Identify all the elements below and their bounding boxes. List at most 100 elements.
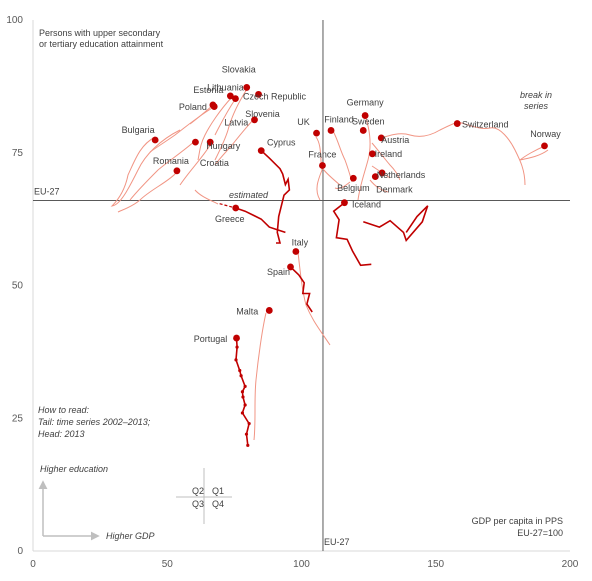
eu27-vertical-label: EU-27 <box>324 537 350 547</box>
higher-education-label: Higher education <box>40 464 108 474</box>
bold-trails <box>219 150 429 447</box>
label-france: France <box>308 149 336 159</box>
trail-point <box>239 374 243 378</box>
trail-point <box>240 411 245 415</box>
trail-point <box>234 358 238 362</box>
point-belgium <box>349 174 357 182</box>
point-germany <box>361 112 369 119</box>
label-portugal: Portugal <box>194 334 228 344</box>
label-estonia: Estonia <box>193 85 223 95</box>
how-to-read-line-3: Head: 2013 <box>38 429 85 439</box>
x-tick-label: 50 <box>162 559 174 570</box>
trail-point <box>243 384 247 388</box>
quadrant-q2: Q2 <box>192 486 204 496</box>
label-slovakia: Slovakia <box>222 64 256 74</box>
quadrant-q4: Q4 <box>212 499 224 509</box>
point-estonia <box>226 92 234 100</box>
point-slovenia <box>251 116 258 124</box>
label-iceland: Iceland <box>352 200 381 210</box>
point-italy <box>292 248 300 255</box>
label-hungary: Hungary <box>206 141 241 151</box>
x-axis-title-line-1: GDP per capita in PPS <box>472 516 563 526</box>
trail-point <box>235 345 239 349</box>
eu27-horizontal-label: EU-27 <box>34 187 60 197</box>
country-points <box>151 84 548 342</box>
label-malta: Malta <box>236 306 258 316</box>
label-netherlands: Netherlands <box>377 170 426 180</box>
quadrant-q1: Q1 <box>212 486 224 496</box>
label-bulgaria: Bulgaria <box>122 125 155 135</box>
point-norway <box>541 142 548 150</box>
point-switzerland <box>453 120 461 127</box>
label-switzerland: Switzerland <box>462 120 509 130</box>
x-tick-label: 150 <box>427 559 444 570</box>
y-tick-label: 50 <box>12 281 24 292</box>
trail-point <box>243 403 247 407</box>
label-sweden: Sweden <box>352 116 385 126</box>
label-uk: UK <box>297 117 310 127</box>
label-finland: Finland <box>324 114 354 124</box>
trail-point <box>241 395 245 399</box>
point-iceland <box>341 199 348 207</box>
how-to-read-line-2: Tail: time series 2002–2013; <box>38 417 151 427</box>
point-greece <box>232 204 240 212</box>
trail-spain <box>289 266 313 313</box>
point-netherlands <box>378 169 386 177</box>
point-slovakia <box>243 84 251 91</box>
label-spain: Spain <box>267 267 290 277</box>
trail-greece-estimated <box>219 203 236 209</box>
x-tick-label: 100 <box>293 559 310 570</box>
quadrant-q3: Q3 <box>192 499 204 509</box>
x-axis-title-line-2: EU-27=100 <box>517 528 563 538</box>
y-tick-label: 25 <box>12 413 24 424</box>
label-slovenia: Slovenia <box>245 109 280 119</box>
trail-iceland <box>332 202 372 267</box>
break-in-series-line-1: break in <box>520 90 552 100</box>
label-denmark: Denmark <box>376 185 413 195</box>
trail-ireland <box>363 205 429 242</box>
estimated-annotation: estimated <box>229 190 269 200</box>
x-tick-label: 0 <box>30 559 36 570</box>
point-uk <box>313 129 320 137</box>
point-cyprus <box>257 147 265 155</box>
y-tick-label: 75 <box>12 148 24 159</box>
trail-point <box>240 390 245 394</box>
point-bulgaria <box>151 136 159 144</box>
point-hungary <box>206 138 214 146</box>
trail-point <box>238 368 242 373</box>
y-tick-label: 0 <box>17 546 23 557</box>
trail-greece <box>235 207 286 234</box>
label-cyprus: Cyprus <box>267 138 296 148</box>
point-latvia <box>210 103 218 110</box>
thin-trails <box>110 88 549 441</box>
point-portugal <box>233 334 240 342</box>
label-latvia: Latvia <box>224 118 248 128</box>
trail-cyprus <box>260 150 291 244</box>
point-denmark <box>371 173 379 181</box>
trail-point <box>247 421 251 426</box>
label-poland: Poland <box>179 102 207 112</box>
point-france <box>319 162 326 169</box>
label-croatia: Croatia <box>200 158 229 168</box>
label-germany: Germany <box>347 98 385 108</box>
point-finland <box>327 127 335 134</box>
y-tick-labels: 0 25 50 75 100 <box>6 15 23 557</box>
label-norway: Norway <box>530 129 561 139</box>
point-malta <box>265 307 273 314</box>
higher-gdp-label: Higher GDP <box>106 531 155 541</box>
y-tick-label: 100 <box>6 15 23 26</box>
label-ireland: Ireland <box>375 149 403 159</box>
label-belgium: Belgium <box>337 183 370 193</box>
label-czech-republic: Czech Republic <box>243 91 307 101</box>
break-in-series-line-2: series <box>524 101 549 111</box>
chart-title-line-1: Persons with upper secondary <box>39 28 161 38</box>
label-romania: Romania <box>153 156 189 166</box>
label-italy: Italy <box>292 238 309 248</box>
label-lithuania: Lithuania <box>207 83 244 93</box>
trail-point <box>246 443 250 447</box>
label-austria: Austria <box>381 135 409 145</box>
point-ireland <box>368 150 376 158</box>
trail-point <box>244 432 249 436</box>
